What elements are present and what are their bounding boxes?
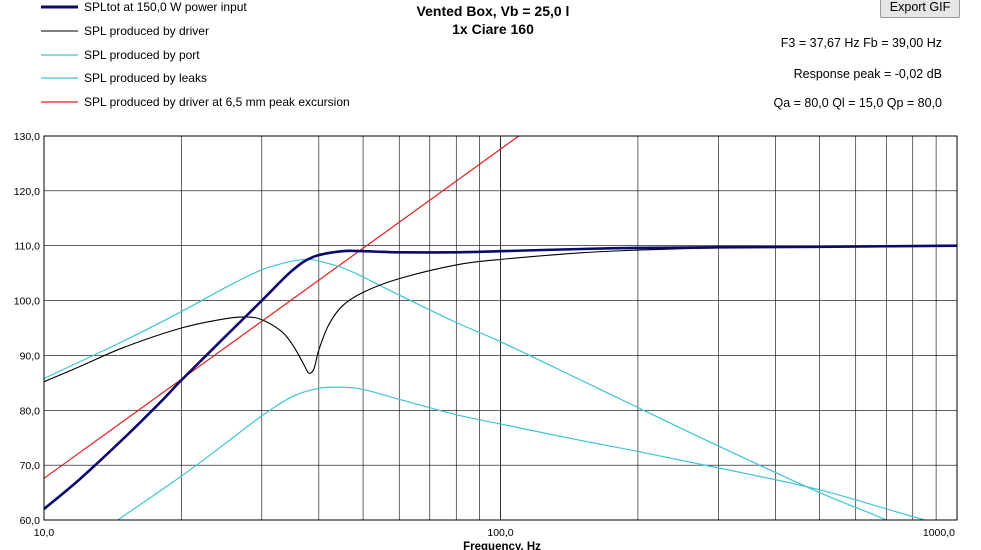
legend-label-spl-total: SPLtot at 150,0 W power input	[84, 0, 247, 14]
f3-fb-readout: F3 = 37,67 Hz Fb = 39,00 Hz	[781, 36, 942, 50]
y-tick-label: 60,0	[20, 515, 41, 527]
y-tick-label: 80,0	[20, 405, 41, 417]
legend-label-port: SPL produced by port	[84, 48, 200, 62]
y-tick-label: 110,0	[15, 241, 41, 253]
series-line-driver	[44, 245, 957, 383]
y-tick-label: 70,0	[20, 460, 41, 472]
y-tick-label: 130,0	[14, 131, 40, 143]
series-line-spl-total	[44, 244, 957, 511]
legend-label-excursion: SPL produced by driver at 6,5 mm peak ex…	[84, 95, 350, 109]
y-tick-label: 120,0	[14, 186, 40, 198]
chart-subtitle: 1x Ciare 160	[452, 21, 534, 37]
x-tick-label: 1000,0	[923, 527, 955, 539]
series-layer	[44, 136, 957, 520]
y-tick-label: 100,0	[14, 296, 40, 308]
tick-labels: 60,0 70,0 80,0 90,0 100,0 110,0 120,0 130,0 10,0…	[14, 131, 955, 539]
y-tick-label: 90,0	[20, 350, 41, 362]
grid	[44, 136, 957, 520]
x-tick-label: 10,0	[34, 527, 55, 539]
legend-label-leaks: SPL produced by leaks	[84, 71, 207, 85]
x-axis-label: Frequency, Hz	[463, 541, 541, 550]
x-tick-label: 100,0	[487, 527, 513, 539]
series-line-port	[44, 258, 888, 520]
series-line-excursion	[44, 136, 520, 479]
chart-title: Vented Box, Vb = 25,0 l	[417, 3, 570, 19]
export-gif-button[interactable]: Export GIF	[880, 0, 960, 18]
response-peak-readout: Response peak = -0,02 dB	[794, 67, 942, 81]
plot-frame	[43, 135, 958, 521]
legend: SPLtot at 150,0 W power input SPL produc…	[41, 0, 350, 109]
legend-label-driver: SPL produced by driver	[84, 24, 209, 38]
series-line-leaks	[117, 386, 928, 520]
q-values-readout: Qa = 80,0 Ql = 15,0 Qp = 80,0	[773, 96, 942, 110]
